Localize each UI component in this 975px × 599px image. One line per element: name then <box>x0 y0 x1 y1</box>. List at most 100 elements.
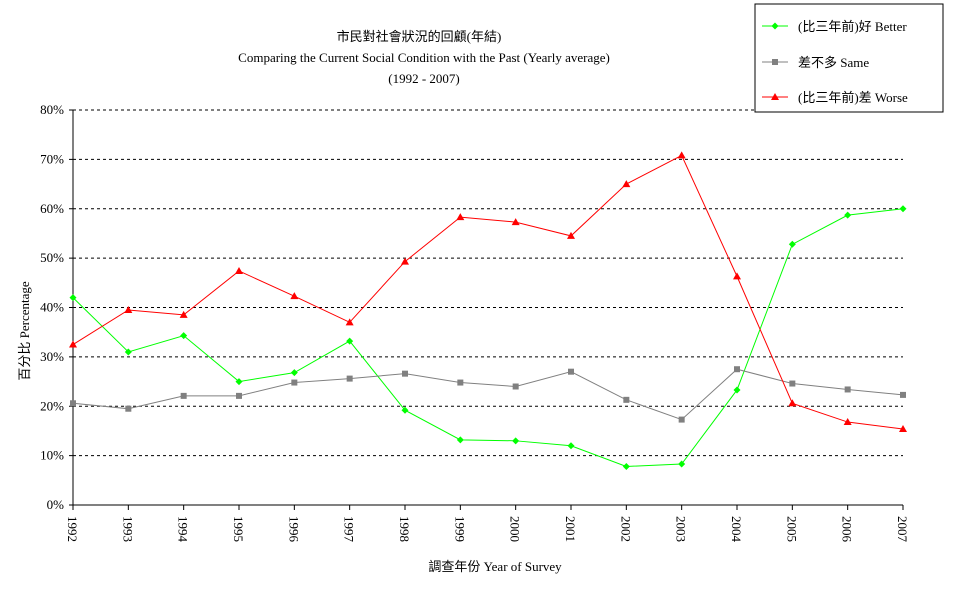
x-tick-label: 1993 <box>120 516 135 542</box>
data-point <box>623 396 630 403</box>
y-tick-label: 30% <box>40 349 64 364</box>
data-point <box>456 213 465 221</box>
series-layer <box>69 151 907 470</box>
grid-lines <box>73 109 903 457</box>
chart-subtitle: Comparing the Current Social Condition w… <box>238 50 610 65</box>
data-point <box>568 368 574 375</box>
x-tick-labels: 1992 1993 1994 1995 1996 1997 1998 1999 2000 2001… <box>65 516 910 543</box>
data-point <box>236 392 242 399</box>
x-tick-label: 2004 <box>729 516 744 543</box>
x-tick-label: 1992 <box>65 516 80 542</box>
x-tick-label: 1997 <box>342 516 357 543</box>
series-1 <box>69 205 907 470</box>
y-tick-label: 80% <box>40 102 64 117</box>
legend-marker <box>771 93 779 100</box>
y-tick-label: 70% <box>40 151 64 166</box>
y-axis-label: 百分比 Percentage <box>17 281 32 381</box>
data-point <box>69 294 77 302</box>
data-point <box>844 386 851 393</box>
data-point <box>512 437 520 445</box>
y-tick-label: 50% <box>40 250 64 265</box>
data-point <box>70 400 76 407</box>
x-axis-label: 調查年份 Year of Survey <box>428 559 562 574</box>
legend-marker <box>771 22 779 30</box>
x-tick-label: 1996 <box>286 516 301 543</box>
data-point <box>235 378 243 386</box>
data-point <box>567 442 575 450</box>
data-point <box>788 399 797 407</box>
data-point <box>124 348 132 356</box>
data-point <box>180 332 188 340</box>
data-point <box>125 405 132 412</box>
y-tick-labels: 0% 10% 20% 30% 40% 50% 60% 70% 80% <box>40 102 64 512</box>
legend-entry: (比三年前)差 Worse <box>762 90 908 105</box>
series-2 <box>70 366 906 423</box>
data-point <box>124 305 133 313</box>
data-point <box>678 416 685 423</box>
data-point <box>678 460 686 468</box>
y-tick-label: 40% <box>40 300 64 315</box>
legend-marker <box>772 59 778 65</box>
chart-subtitle-years: (1992 - 2007) <box>388 71 460 86</box>
data-point <box>346 375 353 382</box>
data-point <box>346 337 354 345</box>
axes <box>69 109 904 510</box>
x-tick-label: 1995 <box>231 516 246 542</box>
data-point <box>788 240 796 248</box>
legend-entry: 差不多 Same <box>762 55 869 70</box>
data-point <box>290 292 299 300</box>
x-tick-label: 1999 <box>452 516 467 542</box>
chart-titles: 市民對社會狀況的回顧(年結) Comparing the Current Soc… <box>238 29 610 86</box>
x-tick-label: 2007 <box>895 516 910 543</box>
legend-box <box>754 3 944 113</box>
x-tick-label: 2000 <box>508 516 523 542</box>
data-point <box>512 383 519 390</box>
data-point <box>843 418 852 426</box>
legend: (比三年前)好 Better 差不多 Same (比三年前)差 Worse <box>754 3 944 113</box>
data-point <box>345 318 354 326</box>
x-tick-label: 2001 <box>563 516 578 542</box>
data-point <box>402 370 408 377</box>
x-tick-label: 2006 <box>840 516 855 543</box>
data-point <box>567 231 575 239</box>
data-point <box>622 180 631 188</box>
data-point <box>291 379 298 386</box>
data-point <box>290 369 298 377</box>
data-point <box>401 406 409 414</box>
x-tick-label: 2002 <box>618 516 633 542</box>
legend-label: (比三年前)好 Better <box>798 19 907 34</box>
data-point <box>180 392 187 399</box>
data-point <box>733 386 741 394</box>
y-tick-label: 60% <box>40 201 64 216</box>
data-point <box>899 424 907 432</box>
x-tick-label: 1994 <box>176 516 191 543</box>
legend-label: 差不多 Same <box>798 55 869 70</box>
chart-title: 市民對社會狀況的回顧(年結) <box>337 29 502 44</box>
series-3 <box>69 151 907 432</box>
data-point <box>677 151 686 159</box>
data-point <box>622 462 630 470</box>
data-point <box>401 257 409 265</box>
y-tick-label: 0% <box>47 497 65 512</box>
data-point <box>235 266 243 274</box>
data-point <box>69 340 77 348</box>
data-point <box>511 218 520 226</box>
data-point <box>456 436 464 444</box>
series-line <box>72 154 904 430</box>
series-line <box>72 368 904 421</box>
y-tick-label: 20% <box>40 398 64 413</box>
series-line <box>72 208 904 467</box>
data-point <box>844 211 852 219</box>
legend-label: (比三年前)差 Worse <box>798 90 908 105</box>
data-point <box>457 379 464 386</box>
y-tick-label: 10% <box>40 448 64 463</box>
data-point <box>733 272 741 280</box>
x-tick-label: 1998 <box>397 516 412 542</box>
legend-entry: (比三年前)好 Better <box>762 19 907 34</box>
x-tick-label: 2005 <box>784 516 799 542</box>
data-point <box>899 205 907 213</box>
data-point <box>900 391 906 398</box>
x-tick-label: 2003 <box>674 516 689 542</box>
data-point <box>789 380 796 387</box>
